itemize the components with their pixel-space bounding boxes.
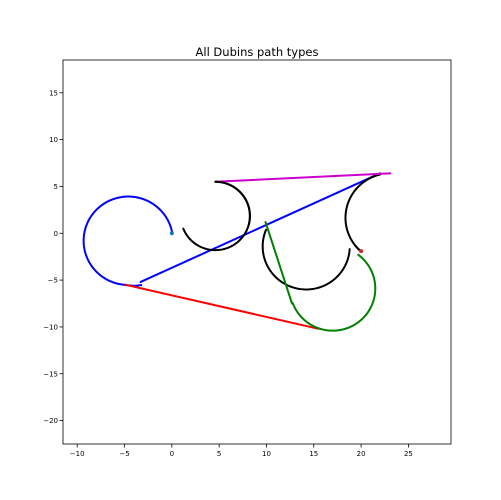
y-tick-label: −10 [43, 323, 58, 331]
path-segment-0 [82, 195, 174, 286]
path-segment-3 [344, 173, 382, 253]
path-segment-6 [214, 180, 251, 226]
y-tick-label: 10 [49, 136, 58, 144]
path-segment-2 [139, 172, 382, 283]
y-tick-label: 5 [54, 183, 58, 191]
path-curves [82, 172, 392, 332]
plot-frame [62, 59, 452, 445]
y-tick-label: −5 [48, 277, 58, 285]
path-segment-7 [261, 228, 351, 291]
path-segment-9 [124, 283, 320, 330]
path-segment-10 [317, 253, 377, 332]
y-tick-label: 15 [49, 89, 58, 97]
x-tick-label: 20 [357, 450, 366, 458]
x-tick-label: 15 [309, 450, 318, 458]
x-tick-label: −5 [119, 450, 129, 458]
path-segment-4 [214, 172, 392, 183]
y-tick-label: −20 [43, 417, 58, 425]
x-tick-label: 10 [262, 450, 271, 458]
x-tick-label: −10 [70, 450, 85, 458]
y-tick-label: −15 [43, 370, 58, 378]
x-tick-label: 25 [404, 450, 413, 458]
endpoint-marker-1 [359, 249, 364, 254]
endpoint-markers [169, 231, 364, 254]
path-segment-12 [264, 221, 294, 305]
x-axis: −10 −5 0 5 10 15 20 25 [70, 444, 413, 458]
y-tick-label: 0 [54, 230, 58, 238]
y-axis: −20 −15 −10 −5 0 5 10 15 [43, 89, 63, 425]
path-segment-11 [291, 302, 320, 330]
chart-title: All Dubins path types [196, 45, 319, 59]
x-tick-label: 5 [217, 450, 221, 458]
x-tick-label: 0 [170, 450, 174, 458]
endpoint-marker-0 [169, 231, 174, 236]
